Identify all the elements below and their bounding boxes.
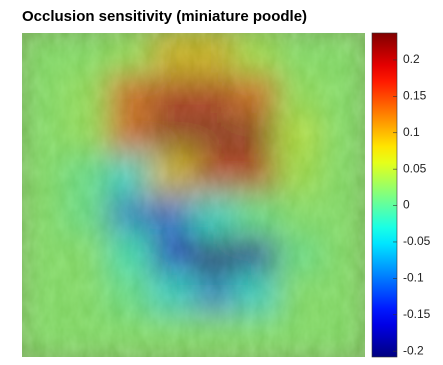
chart-title: Occlusion sensitivity (miniature poodle) <box>22 8 307 25</box>
heat-cell <box>193 73 238 116</box>
heat-cell <box>193 32 238 75</box>
heat-cell <box>150 275 195 318</box>
heat-cell <box>107 113 152 156</box>
heat-cell <box>235 73 280 116</box>
heat-cell <box>321 32 366 75</box>
image <box>21 32 366 358</box>
heat-cell <box>321 275 366 318</box>
heat-cell <box>64 73 109 116</box>
heat-cell <box>64 32 109 75</box>
heat-cell <box>193 275 238 318</box>
colorbar-tick-label: 0.15 <box>403 89 427 103</box>
heat-cell <box>193 316 238 359</box>
heat-cell <box>193 194 238 237</box>
heat-cell <box>193 113 238 156</box>
heat-cell <box>64 275 109 318</box>
heat-cell <box>21 32 66 75</box>
heat-cell <box>235 194 280 237</box>
heat-cell <box>235 113 280 156</box>
heat-cell <box>321 73 366 116</box>
heat-cell <box>150 235 195 278</box>
heat-cell <box>21 194 66 237</box>
colorbar-tick-label: 0 <box>403 198 410 212</box>
heat-cell <box>235 32 280 75</box>
heat-cell <box>278 113 323 156</box>
colorbar-scale <box>372 33 397 357</box>
heat-cell <box>235 235 280 278</box>
heat-cell <box>321 154 366 197</box>
heat-cell <box>21 316 66 359</box>
heat-cell <box>107 73 152 116</box>
heat-cell <box>107 235 152 278</box>
heat-cell <box>150 32 195 75</box>
heat-cell <box>150 316 195 359</box>
heat-cell <box>150 113 195 156</box>
heat-cell <box>278 73 323 116</box>
heatmap-overlay <box>21 32 366 358</box>
heat-cell <box>107 32 152 75</box>
heat-cell <box>321 194 366 237</box>
heat-cell <box>64 154 109 197</box>
heat-cell <box>21 73 66 116</box>
heat-cell <box>107 275 152 318</box>
heat-cell <box>150 194 195 237</box>
heat-cell <box>321 235 366 278</box>
colorbar-tick-label: 0.1 <box>403 125 420 139</box>
heat-cell <box>193 235 238 278</box>
colorbar-tick-label: 0.05 <box>403 161 427 175</box>
heat-cell <box>150 154 195 197</box>
heat-cell <box>64 235 109 278</box>
colorbar-tick-label: -0.05 <box>403 234 431 248</box>
page: {"chart_data": {"type": "heatmap", "titl… <box>0 0 443 365</box>
heat-cell <box>150 73 195 116</box>
heat-cell <box>64 316 109 359</box>
heat-cell <box>235 316 280 359</box>
colorbar-tick-label: -0.2 <box>403 343 424 357</box>
heat-cell <box>235 154 280 197</box>
heat-cell <box>278 154 323 197</box>
heat-cell <box>278 275 323 318</box>
colorbar-tick-label: -0.15 <box>403 307 431 321</box>
chart: Occlusion sensitivity (miniature poodle)… <box>0 0 443 365</box>
heat-cell <box>321 113 366 156</box>
heat-cell <box>278 235 323 278</box>
heat-cell <box>278 32 323 75</box>
heat-cell <box>278 316 323 359</box>
heat-cell <box>193 154 238 197</box>
heat-cell <box>107 316 152 359</box>
heat-cell <box>21 275 66 318</box>
colorbar-tick-label: 0.2 <box>403 52 420 66</box>
heat-cell <box>21 113 66 156</box>
heat-cell <box>107 194 152 237</box>
colorbar-tick-label: -0.1 <box>403 271 424 285</box>
heat-cell <box>107 154 152 197</box>
heat-cell <box>321 316 366 359</box>
heat-cell <box>21 154 66 197</box>
heat-cell <box>64 113 109 156</box>
heat-cell <box>64 194 109 237</box>
heat-cell <box>235 275 280 318</box>
heat-cell <box>21 235 66 278</box>
heat-cell <box>278 194 323 237</box>
colorbar: 0.2 0.15 0.1 0.05 0 -0.05 -0.1 -0.15 -0.2 <box>372 33 431 357</box>
